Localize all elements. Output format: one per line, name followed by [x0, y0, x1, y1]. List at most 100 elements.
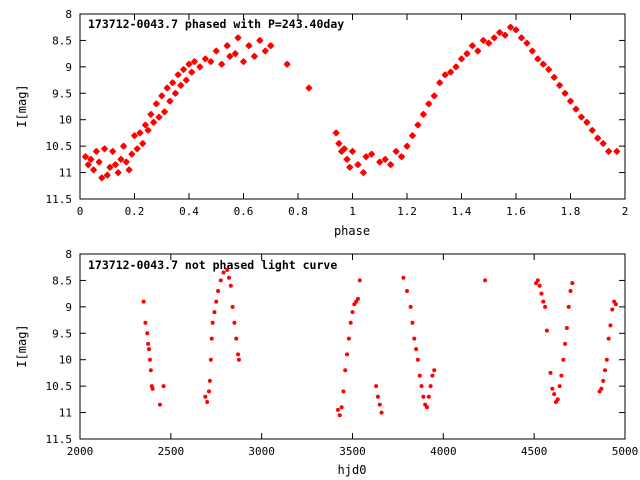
data-point [117, 155, 125, 163]
x-tick-label: 2000 [67, 445, 94, 458]
data-point [512, 26, 520, 34]
data-point [490, 34, 498, 42]
data-point [408, 304, 413, 309]
data-point [583, 118, 591, 126]
data-point [559, 373, 564, 378]
data-point [355, 296, 360, 301]
data-point [539, 291, 544, 296]
data-point [537, 283, 542, 288]
data-point [468, 42, 476, 50]
y-tick-label: 9.5 [52, 87, 72, 100]
y-tick-label: 10.5 [46, 380, 73, 393]
data-point [163, 84, 171, 92]
data-point [572, 105, 580, 113]
data-point [543, 304, 548, 309]
y-tick-label: 8.5 [52, 274, 72, 287]
data-point [550, 73, 558, 81]
data-point [405, 289, 409, 293]
x-tick-label: 0.6 [234, 205, 254, 218]
data-point [483, 278, 488, 283]
data-point [239, 58, 248, 66]
data-point [128, 150, 136, 158]
data-point [577, 113, 585, 121]
data-point [379, 410, 384, 415]
data-point [245, 42, 253, 50]
data-point [608, 323, 613, 328]
data-point [122, 158, 130, 166]
data-point [234, 336, 239, 341]
data-point [424, 405, 429, 410]
data-point [604, 357, 609, 362]
data-point [613, 147, 621, 155]
data-point [412, 336, 417, 341]
data-point [368, 150, 376, 158]
data-point [203, 394, 208, 399]
data-point [354, 161, 362, 169]
data-point [479, 36, 487, 44]
data-point [335, 407, 340, 412]
data-point [267, 42, 275, 50]
plot-title: 173712-0043.7 not phased light curve [88, 258, 337, 272]
data-point [343, 368, 348, 373]
y-tick-label: 9 [65, 61, 72, 74]
data-point [157, 402, 162, 407]
data-point [381, 155, 389, 163]
plot-frame [79, 253, 626, 440]
x-tick-label: 2500 [158, 445, 185, 458]
data-point [566, 304, 571, 309]
data-point [81, 153, 89, 161]
data-point [335, 139, 343, 148]
data-point [421, 394, 426, 399]
data-point [188, 68, 196, 76]
data-point [555, 397, 560, 402]
data-point [541, 299, 546, 304]
data-point [148, 368, 153, 373]
data-point [225, 267, 230, 272]
data-point [408, 132, 417, 140]
data-point [348, 320, 353, 325]
data-point [441, 71, 449, 79]
data-point [236, 357, 241, 362]
data-point [436, 79, 444, 87]
data-point [463, 50, 471, 58]
data-point [343, 155, 351, 163]
data-point [419, 110, 427, 118]
data-point [401, 275, 406, 280]
data-point [185, 60, 193, 68]
data-point [415, 357, 420, 362]
data-point [552, 392, 557, 397]
data-point [474, 47, 482, 55]
data-point [150, 118, 158, 126]
data-point [563, 341, 568, 346]
data-point [205, 400, 210, 404]
data-point [430, 92, 438, 100]
data-point [428, 384, 433, 389]
data-point [207, 378, 212, 383]
data-point [158, 92, 166, 100]
y-tick-label: 8 [65, 248, 72, 261]
data-point [457, 55, 466, 63]
data-point [605, 147, 613, 155]
data-point [594, 134, 602, 142]
data-point [414, 347, 419, 352]
data-point [339, 405, 344, 410]
data-point [570, 281, 575, 286]
x-tick-label: 4000 [430, 445, 457, 458]
x-tick-label: 2 [622, 205, 629, 218]
data-point [417, 373, 422, 378]
y-tick-label: 11.5 [46, 433, 73, 446]
data-point [305, 84, 313, 92]
data-point [228, 283, 233, 288]
data-point [374, 384, 379, 389]
data-point [340, 145, 348, 153]
x-tick-label: 0.2 [125, 205, 145, 218]
data-point [182, 76, 190, 84]
data-point [212, 310, 217, 315]
data-point [130, 132, 139, 140]
data-point [523, 39, 531, 47]
x-tick-label: 3500 [339, 445, 366, 458]
data-point [534, 55, 542, 63]
data-point [535, 278, 540, 283]
plot-frame [79, 13, 626, 200]
